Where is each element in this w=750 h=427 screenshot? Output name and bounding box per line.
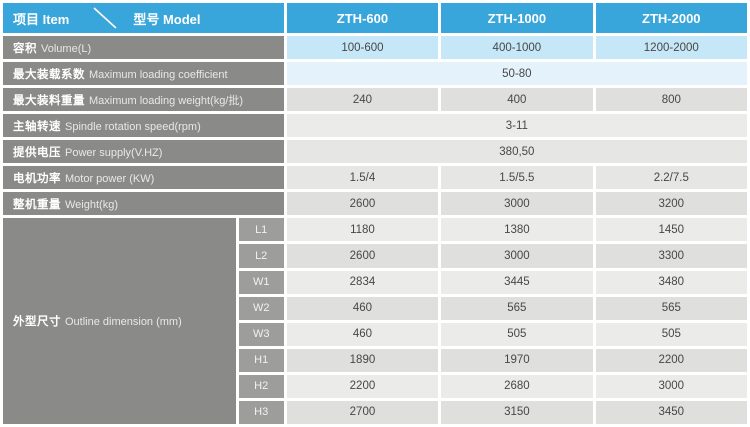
row-machine-weight: 整机重量 Weight(kg) 2600 3000 3200 xyxy=(3,192,747,216)
dim-sub-label-w2: W2 xyxy=(238,296,284,320)
header-model-label: 型号 Model xyxy=(133,11,201,27)
row-loading-weight: 最大装料重量 Maximum loading weight(kg/批) 240 4… xyxy=(3,88,747,112)
cell-loading-weight-zth1000: 400 xyxy=(441,88,593,112)
cell-w2-zth2000: 565 xyxy=(595,296,747,320)
cell-h2-zth600: 2200 xyxy=(286,374,439,398)
cell-machine-weight-zth600: 2600 xyxy=(286,192,439,216)
row-power-supply: 提供电压 Power supply(V.HZ) 380,50 xyxy=(3,140,747,164)
row-label-spindle-speed: 主轴转速 Spindle rotation speed(rpm) xyxy=(3,114,284,138)
dim-sub-label-w1: W1 xyxy=(238,270,284,294)
cell-h2-zth2000: 3000 xyxy=(595,374,747,398)
cell-volume-zth2000: 1200-2000 xyxy=(595,36,747,60)
diagonal-divider-icon xyxy=(93,7,117,29)
row-label-zh: 整机重量 xyxy=(13,198,61,211)
dim-sub-label-h1: H1 xyxy=(238,348,284,372)
row-label-en: Motor power (KW) xyxy=(65,172,155,185)
cell-loading-weight-zth2000: 800 xyxy=(595,88,747,112)
cell-loading-coefficient-all: 50-80 xyxy=(286,62,747,86)
cell-w3-zth600: 460 xyxy=(286,322,439,346)
row-dim-h3: H3 2700 3150 3450 xyxy=(3,400,747,424)
row-dim-l2: L2 2600 3000 3300 xyxy=(3,244,747,268)
row-label-en: Maximum loading weight(kg/批) xyxy=(89,94,244,107)
header-row: 项目 Item 型号 Model ZTH-600 ZTH-1000 ZTH-20… xyxy=(3,3,747,34)
cell-machine-weight-zth2000: 3200 xyxy=(595,192,747,216)
cell-w3-zth2000: 505 xyxy=(595,322,747,346)
row-label-power-supply: 提供电压 Power supply(V.HZ) xyxy=(3,140,284,164)
row-label-zh: 最大装载系数 xyxy=(13,68,85,81)
row-label-en: Volume(L) xyxy=(41,42,92,55)
cell-loading-weight-zth600: 240 xyxy=(286,88,439,112)
model-header-zth600: ZTH-600 xyxy=(286,3,439,34)
cell-l1-zth2000: 1450 xyxy=(595,218,747,242)
model-header-zth1000: ZTH-1000 xyxy=(441,3,593,34)
row-dim-w2: W2 460 565 565 xyxy=(3,296,747,320)
model-header-zth2000: ZTH-2000 xyxy=(595,3,747,34)
row-label-en: Maximum loading coefficient xyxy=(89,68,228,81)
cell-machine-weight-zth1000: 3000 xyxy=(441,192,593,216)
cell-motor-power-zth2000: 2.2/7.5 xyxy=(595,166,747,190)
row-label-zh: 最大装料重量 xyxy=(13,94,85,107)
dim-sub-label-w3: W3 xyxy=(238,322,284,346)
cell-h1-zth2000: 2200 xyxy=(595,348,747,372)
cell-l2-zth1000: 3000 xyxy=(441,244,593,268)
cell-w1-zth2000: 3480 xyxy=(595,270,747,294)
row-loading-coefficient: 最大装载系数 Maximum loading coefficient 50-80 xyxy=(3,62,747,86)
header-item-label: 项目 Item xyxy=(13,11,70,27)
cell-volume-zth1000: 400-1000 xyxy=(441,36,593,60)
cell-motor-power-zth1000: 1.5/5.5 xyxy=(441,166,593,190)
row-label-volume: 容积 Volume(L) xyxy=(3,36,284,60)
row-dim-w1: W1 2834 3445 3480 xyxy=(3,270,747,294)
row-label-machine-weight: 整机重量 Weight(kg) xyxy=(3,192,284,216)
cell-w3-zth1000: 505 xyxy=(441,322,593,346)
row-label-loading-coefficient: 最大装载系数 Maximum loading coefficient xyxy=(3,62,284,86)
cell-power-supply-all: 380,50 xyxy=(286,140,747,164)
row-label-en: Weight(kg) xyxy=(65,198,118,211)
cell-h3-zth2000: 3450 xyxy=(595,400,747,424)
row-label-en: Power supply(V.HZ) xyxy=(65,146,163,159)
dim-sub-label-h2: H2 xyxy=(238,374,284,398)
row-label-zh: 提供电压 xyxy=(13,146,61,159)
cell-l1-zth1000: 1380 xyxy=(441,218,593,242)
row-label-zh: 容积 xyxy=(13,42,37,55)
dim-sub-label-l2: L2 xyxy=(238,244,284,268)
cell-w2-zth600: 460 xyxy=(286,296,439,320)
cell-w2-zth1000: 565 xyxy=(441,296,593,320)
row-label-en: Spindle rotation speed(rpm) xyxy=(65,120,201,133)
cell-h1-zth600: 1890 xyxy=(286,348,439,372)
row-label-motor-power: 电机功率 Motor power (KW) xyxy=(3,166,284,190)
cell-w1-zth1000: 3445 xyxy=(441,270,593,294)
row-volume: 容积 Volume(L) 100-600 400-1000 1200-2000 xyxy=(3,36,747,60)
dim-sub-label-h3: H3 xyxy=(238,400,284,424)
row-dim-w3: W3 460 505 505 xyxy=(3,322,747,346)
cell-l2-zth2000: 3300 xyxy=(595,244,747,268)
row-label-outline-dimension: 外型尺寸 Outline dimension (mm) xyxy=(3,218,236,424)
row-label-zh: 外型尺寸 xyxy=(13,316,61,329)
cell-l2-zth600: 2600 xyxy=(286,244,439,268)
cell-l1-zth600: 1180 xyxy=(286,218,439,242)
row-label-loading-weight: 最大装料重量 Maximum loading weight(kg/批) xyxy=(3,88,284,112)
cell-w1-zth600: 2834 xyxy=(286,270,439,294)
cell-h3-zth1000: 3150 xyxy=(441,400,593,424)
row-dim-h2: H2 2200 2680 3000 xyxy=(3,374,747,398)
row-label-zh: 电机功率 xyxy=(13,172,61,185)
header-item-model: 项目 Item 型号 Model xyxy=(3,3,284,34)
row-label-zh: 主轴转速 xyxy=(13,120,61,133)
cell-h2-zth1000: 2680 xyxy=(441,374,593,398)
cell-motor-power-zth600: 1.5/4 xyxy=(286,166,439,190)
dim-sub-label-l1: L1 xyxy=(238,218,284,242)
cell-h1-zth1000: 1970 xyxy=(441,348,593,372)
row-label-en: Outline dimension (mm) xyxy=(65,316,182,329)
row-spindle-speed: 主轴转速 Spindle rotation speed(rpm) 3-11 xyxy=(3,114,747,138)
cell-volume-zth600: 100-600 xyxy=(286,36,439,60)
row-dim-l1: 外型尺寸 Outline dimension (mm) L1 1180 1380 … xyxy=(3,218,747,424)
cell-h3-zth600: 2700 xyxy=(286,400,439,424)
cell-spindle-speed-all: 3-11 xyxy=(286,114,747,138)
row-dim-h1: H1 1890 1970 2200 xyxy=(3,348,747,372)
row-motor-power: 电机功率 Motor power (KW) 1.5/4 1.5/5.5 2.2/7… xyxy=(3,166,747,190)
